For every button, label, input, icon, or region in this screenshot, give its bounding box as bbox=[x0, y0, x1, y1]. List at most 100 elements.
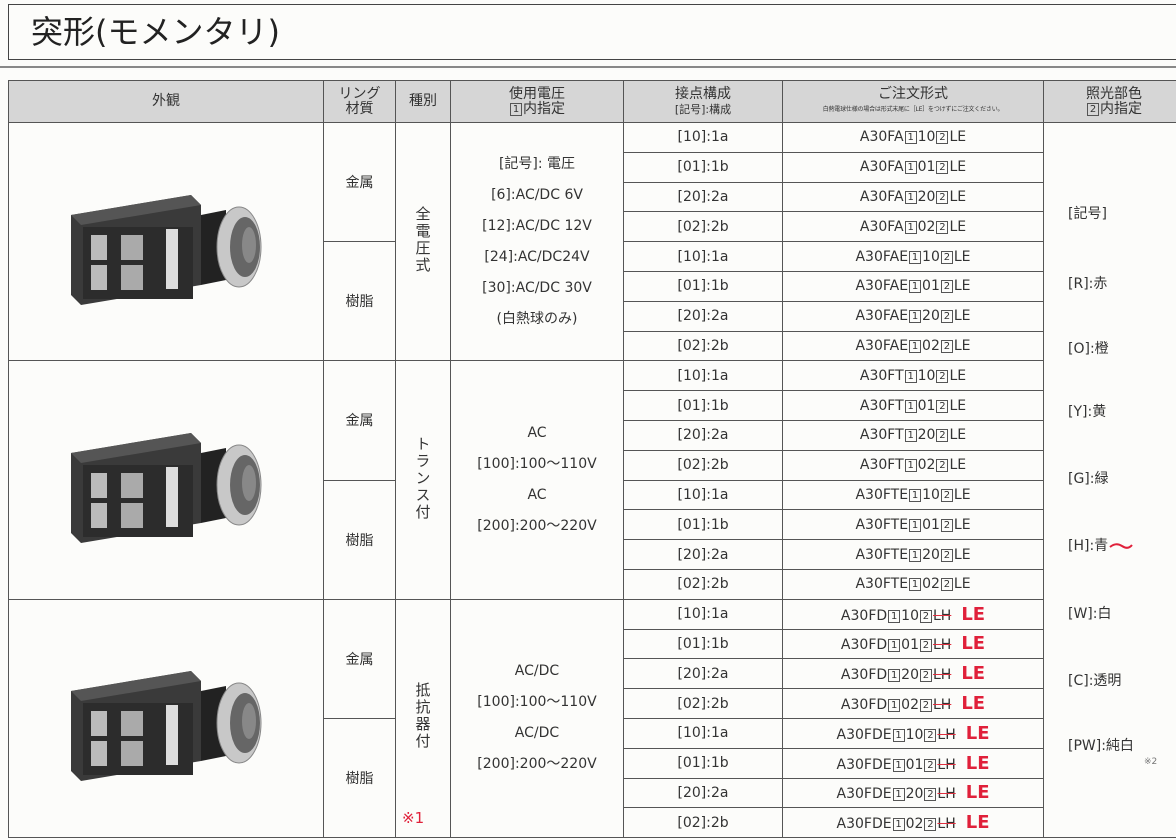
boxed-number: 1 bbox=[904, 161, 917, 175]
code-suffix: LE bbox=[953, 486, 971, 503]
code-prefix: A30FAE bbox=[855, 248, 909, 265]
code-prefix: A30FT bbox=[859, 367, 904, 384]
color-item: [R]:赤 bbox=[1068, 276, 1108, 292]
product-image bbox=[71, 433, 262, 544]
table-row: 樹脂 [10]:1a A30FDE 1 10 2 LH LE bbox=[9, 717, 1176, 839]
header-line: 接点構成 bbox=[675, 85, 731, 102]
code-mid: 01 bbox=[901, 637, 919, 654]
code-prefix: A30FD bbox=[840, 607, 888, 624]
title: 突形(モメンタリ) bbox=[8, 4, 1176, 60]
boxed-number: 1 bbox=[904, 190, 917, 204]
header-cell: 使用電圧 1 内指定 bbox=[450, 80, 624, 123]
rule bbox=[0, 66, 1176, 68]
order-code: A30FT 1 01 2 LE bbox=[782, 390, 1044, 421]
code-suffix: LE bbox=[949, 188, 967, 205]
order-code: A30FAE 1 02 2 LE bbox=[782, 330, 1044, 362]
code-suffix: LE bbox=[953, 278, 971, 295]
code-mid: 02 bbox=[922, 337, 940, 354]
code-prefix: A30FAE bbox=[855, 337, 909, 354]
code-suffix: LE bbox=[949, 159, 967, 176]
code-mid: 10 bbox=[917, 367, 936, 384]
code-prefix: A30FDE bbox=[836, 756, 892, 773]
header-text: 内指定 bbox=[1100, 100, 1142, 117]
order-code: A30FDE 1 01 2 LH LE bbox=[782, 747, 1044, 779]
appearance-cell bbox=[8, 360, 324, 600]
table-row: [01]:1b A30FAE 1 01 2 LE bbox=[9, 270, 1176, 302]
appearance-cell bbox=[8, 121, 324, 362]
contact-cell: [01]:1b bbox=[623, 270, 783, 302]
order-code: A30FD 1 10 2 LH LE bbox=[782, 598, 1044, 630]
header-line: 照光部色 bbox=[1044, 85, 1176, 102]
code-mid: 10 bbox=[905, 726, 924, 743]
footnote-mark: ※2 bbox=[1144, 757, 1158, 767]
header-line: ご注文形式 bbox=[878, 85, 948, 102]
voltage-cell: AC/DC [100]:100～110V AC/DC [200]:200～220V bbox=[450, 598, 624, 839]
code-suffix: LH bbox=[932, 607, 952, 624]
boxed-number: 1 bbox=[904, 459, 917, 473]
boxed-number: 1 bbox=[904, 220, 917, 234]
order-code: A30FTE 1 20 2 LE bbox=[782, 539, 1044, 570]
handwritten-correction: LE bbox=[965, 812, 990, 834]
table-row: [01]:1b A30FA 1 01 2 LE bbox=[9, 151, 1176, 183]
code-prefix: A30FA bbox=[859, 129, 904, 146]
boxed-number: 1 bbox=[888, 699, 901, 713]
code-suffix: LH bbox=[937, 816, 956, 833]
contact-cell: [20]:2a bbox=[623, 539, 783, 570]
boxed-number: 1 bbox=[909, 339, 922, 353]
code-mid: 01 bbox=[922, 278, 940, 295]
boxed-number: 1 bbox=[909, 518, 922, 532]
boxed-number: 1 bbox=[510, 102, 522, 116]
voltage-line: [24]:AC/DC24V bbox=[484, 248, 590, 265]
code-prefix: A30FT bbox=[859, 457, 904, 474]
code-mid: 10 bbox=[922, 248, 940, 265]
contact-cell: [10]:1a bbox=[623, 241, 783, 272]
table-row: [01]:1b A30FT 1 01 2 LE bbox=[9, 390, 1176, 421]
boxed-number: 1 bbox=[904, 369, 917, 383]
code-mid: 02 bbox=[922, 576, 940, 593]
handwritten-correction: LE bbox=[961, 693, 986, 715]
voltage-line: [12]:AC/DC 12V bbox=[482, 217, 592, 234]
boxed-number: 1 bbox=[904, 399, 917, 413]
code-prefix: A30FDE bbox=[836, 786, 892, 803]
code-suffix: LE bbox=[953, 576, 971, 593]
boxed-number: 2 bbox=[919, 669, 932, 683]
header-text: 照光部色 bbox=[1086, 85, 1142, 102]
header-cell: ご注文形式 白熱電球仕様の場合は形式末尾に［LE］をつけずにご注文ください。 bbox=[782, 80, 1044, 123]
boxed-number: 2 bbox=[936, 429, 949, 443]
code-prefix: A30FTE bbox=[855, 486, 909, 503]
code-prefix: A30FT bbox=[859, 427, 904, 444]
contact-cell: [02]:2b bbox=[623, 211, 783, 243]
code-suffix: LE bbox=[949, 457, 967, 474]
code-mid: 20 bbox=[901, 667, 919, 684]
ring-material: 金属 bbox=[323, 360, 396, 481]
order-code: A30FT 1 02 2 LE bbox=[782, 449, 1044, 481]
handwritten-correction: LE bbox=[961, 633, 986, 655]
boxed-number: 2 bbox=[924, 728, 937, 742]
handwritten-correction: LE bbox=[961, 603, 986, 625]
boxed-number: 1 bbox=[892, 788, 905, 802]
voltage-cell: AC [100]:100～110V AC [200]:200～220V bbox=[450, 360, 624, 600]
code-suffix: LH bbox=[937, 756, 956, 773]
table-row: [20]:2a A30FD 1 20 2 LH LE bbox=[9, 658, 1176, 690]
order-code: A30FTE 1 02 2 LE bbox=[782, 568, 1044, 600]
code-prefix: A30FT bbox=[859, 397, 904, 414]
contact-cell: [01]:1b bbox=[623, 509, 783, 541]
boxed-number: 1 bbox=[892, 818, 905, 832]
code-prefix: A30FTE bbox=[855, 576, 909, 593]
boxed-number: 2 bbox=[940, 339, 953, 353]
header-line: リング bbox=[338, 85, 381, 102]
ring-material: 金属 bbox=[323, 598, 396, 719]
boxed-number: 2 bbox=[936, 161, 949, 175]
header-line: 種別 bbox=[409, 93, 437, 109]
handwritten-note: ※1 bbox=[402, 809, 425, 828]
boxed-number: 2 bbox=[936, 369, 949, 383]
code-mid: 10 bbox=[917, 129, 936, 146]
order-code: A30FDE 1 20 2 LH LE bbox=[782, 777, 1044, 809]
spec-table: 外観 リング 材質 種別 使用電圧 1 内指定 接点構成 [記号]:構成 ご注文形式 白熱電球仕様の… bbox=[8, 80, 1176, 839]
color-item: [G]:緑 bbox=[1068, 471, 1109, 487]
code-suffix: LE bbox=[953, 308, 971, 325]
scribble bbox=[1109, 543, 1133, 549]
contact-cell: [02]:2b bbox=[623, 807, 783, 839]
code-prefix: A30FA bbox=[859, 188, 904, 205]
